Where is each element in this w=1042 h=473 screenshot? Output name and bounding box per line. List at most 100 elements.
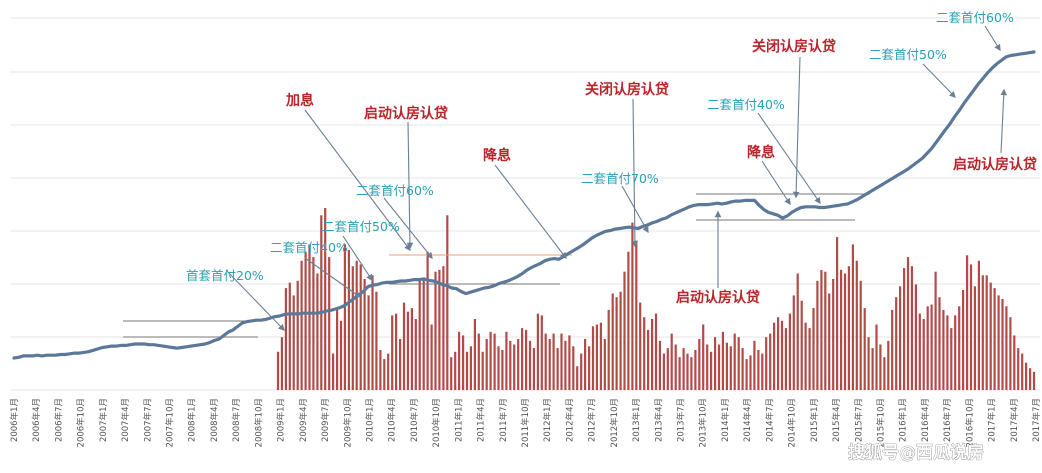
volume-bar (962, 289, 965, 390)
volume-bar (737, 337, 740, 390)
volume-bar (658, 340, 661, 390)
volume-bar (717, 344, 721, 390)
volume-bar (501, 350, 504, 390)
annotation-arrow (225, 269, 285, 331)
volume-bar (836, 237, 839, 390)
volume-bar (517, 339, 520, 390)
volume-bar (576, 366, 579, 390)
volume-bar (391, 315, 394, 390)
volume-bar (997, 295, 1000, 390)
x-tick-label: 2008年4月 (209, 398, 220, 442)
volume-bar (422, 279, 425, 390)
volume-bar (682, 348, 685, 390)
volume-bar (824, 271, 827, 390)
x-tick-label: 2015年1月 (809, 398, 820, 442)
volume-bar (371, 275, 374, 390)
volume-bar (588, 346, 591, 390)
volume-bar (430, 324, 433, 390)
volume-bar (611, 293, 614, 390)
annotation-start-policy-2017: 启动认房认贷 (953, 156, 1037, 173)
annotation-arrow (984, 25, 1001, 52)
volume-bar (1005, 306, 1008, 390)
x-tick-label: 2015年4月 (831, 398, 842, 442)
volume-bar (843, 273, 847, 390)
annotation-arrow (922, 63, 956, 98)
x-tick-label: 2012年4月 (564, 398, 575, 442)
x-tick-label: 2017年1月 (987, 398, 998, 442)
volume-bar (623, 271, 626, 390)
annotation-arrow (304, 109, 411, 252)
x-tick-label: 2015年7月 (853, 398, 864, 442)
volume-bar (796, 273, 799, 390)
volume-bar (347, 249, 350, 390)
volume-bar (733, 333, 736, 390)
volume-bar (851, 244, 854, 390)
volume-bar (1009, 317, 1012, 390)
x-tick-label: 2009年10月 (342, 398, 353, 447)
volume-bar (761, 353, 764, 390)
volume-bar (808, 328, 811, 390)
volume-bar (536, 313, 539, 390)
annotation-second-down-40-2014: 二套首付40% (707, 97, 785, 112)
annotation-start-policy-2013: 启动认房认贷 (676, 289, 760, 306)
volume-bar (359, 264, 362, 390)
volume-bar (985, 275, 988, 390)
volume-bar (749, 355, 752, 390)
volume-bar (678, 357, 681, 390)
volume-bar (552, 333, 555, 390)
annotation-arrow (631, 98, 639, 248)
x-tick-label: 2014年10月 (787, 398, 798, 447)
volume-bar (721, 331, 724, 390)
volume-bar (387, 353, 390, 390)
volume-bar (654, 313, 658, 390)
volume-bar (792, 295, 795, 390)
volume-bar (564, 340, 567, 390)
x-tick-label: 2013年7月 (676, 398, 687, 442)
volume-bar (871, 348, 874, 390)
volume-bar (528, 340, 532, 390)
volume-bar (599, 322, 602, 390)
volume-bar (328, 257, 331, 390)
volume-bar (635, 240, 638, 390)
volume-bar (1032, 371, 1036, 390)
volume-bar (773, 322, 776, 390)
x-tick-label: 2011年10月 (520, 398, 531, 447)
volume-bar (666, 348, 669, 390)
annotation-rate-cut-2012: 降息 (483, 147, 511, 164)
volume-bar (544, 333, 547, 390)
watermark: 搜狐号@西瓜说房 (848, 442, 984, 463)
volume-bar (686, 353, 689, 390)
x-tick-label: 2012年10月 (609, 398, 620, 447)
volume-bar (950, 328, 953, 390)
annotation-arrows (225, 25, 1008, 331)
volume-bar (395, 313, 398, 390)
volume-bar (324, 208, 327, 390)
volume-bar (292, 295, 295, 390)
x-tick-label: 2016年10月 (964, 398, 975, 447)
volume-bar (320, 215, 323, 390)
volume-bar (812, 308, 815, 390)
volume-bar (446, 215, 449, 390)
volume-bar (584, 339, 587, 390)
volume-bar (489, 331, 492, 390)
volume-bar (840, 269, 843, 390)
volume-bar (355, 260, 358, 390)
volume-bar (556, 348, 559, 390)
volume-bar (454, 351, 457, 390)
x-tick-label: 2006年4月 (31, 398, 42, 442)
volume-bar (339, 320, 343, 390)
x-tick-label: 2008年10月 (253, 398, 264, 447)
volume-bar (505, 331, 508, 390)
volume-bar (883, 357, 886, 390)
annotation-second-down-70: 二套首付70% (581, 171, 659, 186)
volume-bar (1017, 348, 1020, 390)
x-tick-label: 2010年4月 (387, 398, 398, 442)
volume-bar (548, 339, 551, 390)
volume-bar (375, 291, 378, 390)
annotation-arrow (792, 56, 801, 199)
annotation-rate-hike: 加息 (285, 92, 314, 109)
volume-bar (568, 335, 571, 390)
x-axis-tick-labels: 2006年1月 2006年4月 2006年7月 2006年10月 2007年1月 2007… (9, 398, 1042, 447)
volume-bar (958, 306, 961, 390)
